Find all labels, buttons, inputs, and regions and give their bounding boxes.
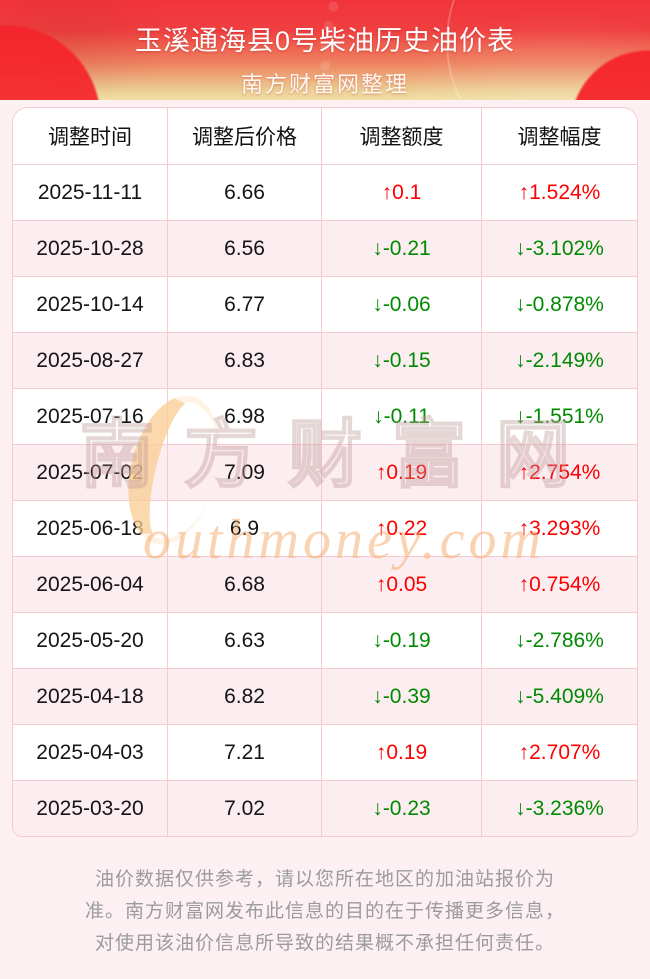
change-cell: ↑0.19 <box>321 444 481 500</box>
percent-cell: ↓-2.786% <box>481 612 637 668</box>
percent-cell: ↓-2.149% <box>481 332 637 388</box>
date-cell: 2025-04-03 <box>13 724 167 780</box>
price-cell: 7.02 <box>167 780 321 836</box>
change-cell: ↓-0.21 <box>321 220 481 276</box>
price-cell: 6.82 <box>167 668 321 724</box>
column-header-percent: 调整幅度 <box>481 108 637 164</box>
percent-cell: ↓-3.102% <box>481 220 637 276</box>
change-cell: ↓-0.15 <box>321 332 481 388</box>
price-table-panel: 调整时间 调整后价格 调整额度 调整幅度 2025-11-11 6.66 ↑0.1 ↑… <box>12 107 638 837</box>
table-row: 2025-04-03 7.21 ↑0.19 ↑2.707% <box>13 724 637 780</box>
change-cell: ↓-0.39 <box>321 668 481 724</box>
change-cell: ↓-0.11 <box>321 388 481 444</box>
percent-cell: ↓-1.551% <box>481 388 637 444</box>
price-cell: 6.9 <box>167 500 321 556</box>
table-body: 2025-11-11 6.66 ↑0.1 ↑1.524% 2025-10-28 6.56 ↓… <box>13 164 637 836</box>
change-cell: ↓-0.19 <box>321 612 481 668</box>
table-row: 2025-05-20 6.63 ↓-0.19 ↓-2.786% <box>13 612 637 668</box>
change-cell: ↓-0.23 <box>321 780 481 836</box>
change-cell: ↓-0.06 <box>321 276 481 332</box>
table-row: 2025-11-11 6.66 ↑0.1 ↑1.524% <box>13 164 637 220</box>
table-row: 2025-07-02 7.09 ↑0.19 ↑2.754% <box>13 444 637 500</box>
table-header-row: 调整时间 调整后价格 调整额度 调整幅度 <box>13 108 637 164</box>
table-row: 2025-10-14 6.77 ↓-0.06 ↓-0.878% <box>13 276 637 332</box>
date-cell: 2025-10-14 <box>13 276 167 332</box>
date-cell: 2025-06-04 <box>13 556 167 612</box>
table-row: 2025-06-18 6.9 ↑0.22 ↑3.293% <box>13 500 637 556</box>
table-row: 2025-07-16 6.98 ↓-0.11 ↓-1.551% <box>13 388 637 444</box>
disclaimer-line: 对使用该油价信息所导致的结果概不承担任何责任。 <box>94 933 555 954</box>
price-cell: 7.09 <box>167 444 321 500</box>
change-cell: ↑0.22 <box>321 500 481 556</box>
price-cell: 6.98 <box>167 388 321 444</box>
price-cell: 6.77 <box>167 276 321 332</box>
column-header-price: 调整后价格 <box>167 108 321 164</box>
change-cell: ↑0.05 <box>321 556 481 612</box>
date-cell: 2025-05-20 <box>13 612 167 668</box>
percent-cell: ↓-5.409% <box>481 668 637 724</box>
column-header-change: 调整额度 <box>321 108 481 164</box>
date-cell: 2025-11-11 <box>13 164 167 220</box>
price-cell: 7.21 <box>167 724 321 780</box>
date-cell: 2025-10-28 <box>13 220 167 276</box>
page-subtitle: 南方财富网整理 <box>240 72 409 97</box>
change-cell: ↑0.1 <box>321 164 481 220</box>
price-cell: 6.63 <box>167 612 321 668</box>
page-header-banner: 玉溪通海县0号柴油历史油价表 南方财富网整理 <box>0 0 650 100</box>
table-row: 2025-06-04 6.68 ↑0.05 ↑0.754% <box>13 556 637 612</box>
date-cell: 2025-08-27 <box>13 332 167 388</box>
date-cell: 2025-04-18 <box>13 668 167 724</box>
price-cell: 6.68 <box>167 556 321 612</box>
table-row: 2025-08-27 6.83 ↓-0.15 ↓-2.149% <box>13 332 637 388</box>
price-cell: 6.56 <box>167 220 321 276</box>
price-cell: 6.66 <box>167 164 321 220</box>
percent-cell: ↑2.707% <box>481 724 637 780</box>
disclaimer: 油价数据仅供参考，请以您所在地区的加油站报价为 准。南方财富网发布此信息的目的在… <box>0 864 650 960</box>
table-row: 2025-10-28 6.56 ↓-0.21 ↓-3.102% <box>13 220 637 276</box>
change-cell: ↑0.19 <box>321 724 481 780</box>
disclaimer-line: 油价数据仅供参考，请以您所在地区的加油站报价为 <box>94 869 555 890</box>
column-header-date: 调整时间 <box>13 108 167 164</box>
table-row: 2025-03-20 7.02 ↓-0.23 ↓-3.236% <box>13 780 637 836</box>
percent-cell: ↑3.293% <box>481 500 637 556</box>
page-title: 玉溪通海县0号柴油历史油价表 <box>134 26 515 56</box>
disclaimer-line: 准。南方财富网发布此信息的目的在于传播更多信息， <box>84 901 565 922</box>
date-cell: 2025-07-16 <box>13 388 167 444</box>
price-cell: 6.83 <box>167 332 321 388</box>
percent-cell: ↑0.754% <box>481 556 637 612</box>
percent-cell: ↓-3.236% <box>481 780 637 836</box>
percent-cell: ↓-0.878% <box>481 276 637 332</box>
date-cell: 2025-06-18 <box>13 500 167 556</box>
date-cell: 2025-03-20 <box>13 780 167 836</box>
table-row: 2025-04-18 6.82 ↓-0.39 ↓-5.409% <box>13 668 637 724</box>
date-cell: 2025-07-02 <box>13 444 167 500</box>
percent-cell: ↑1.524% <box>481 164 637 220</box>
percent-cell: ↑2.754% <box>481 444 637 500</box>
